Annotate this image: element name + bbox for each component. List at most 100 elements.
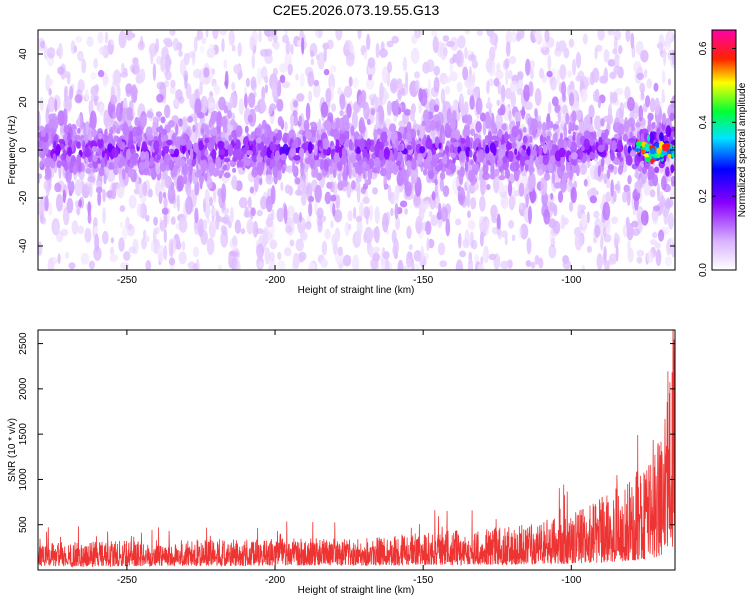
heatmap-cell bbox=[264, 129, 269, 139]
heatmap-cell bbox=[247, 114, 254, 123]
heatmap-cell bbox=[284, 121, 288, 132]
heatmap-cell bbox=[529, 125, 534, 131]
heatmap-cell bbox=[156, 93, 164, 103]
heatmap-cell bbox=[652, 231, 658, 239]
heatmap-cell bbox=[498, 148, 503, 161]
heatmap-cell bbox=[299, 211, 302, 223]
heatmap-cell bbox=[613, 65, 622, 74]
heatmap-cell bbox=[298, 147, 305, 159]
heatmap-cell bbox=[422, 168, 428, 176]
heatmap-cell bbox=[176, 194, 180, 212]
heatmap-cell bbox=[145, 126, 153, 138]
heatmap-cell bbox=[234, 219, 242, 234]
heatmap-cell bbox=[185, 195, 193, 215]
heatmap-cell bbox=[362, 196, 370, 204]
heatmap-cell bbox=[484, 219, 489, 236]
heatmap-cell bbox=[193, 68, 202, 79]
heatmap-cell bbox=[589, 151, 595, 159]
heatmap-cell bbox=[186, 158, 192, 166]
heatmap-cell bbox=[320, 101, 329, 118]
heatmap-cell bbox=[430, 214, 438, 227]
heatmap-cell bbox=[606, 114, 614, 125]
heatmap-cell bbox=[645, 95, 651, 108]
heatmap-cell bbox=[221, 116, 228, 128]
heatmap-cell bbox=[482, 172, 490, 181]
heatmap-cell bbox=[155, 161, 161, 175]
heatmap-cell bbox=[150, 239, 155, 253]
heatmap-cell bbox=[425, 220, 432, 235]
heatmap-cell bbox=[538, 257, 544, 269]
heatmap-cell bbox=[443, 76, 452, 84]
heatmap-cell bbox=[529, 166, 533, 176]
heatmap-cell bbox=[663, 48, 667, 66]
heatmap-cell bbox=[178, 217, 188, 233]
heatmap-cell bbox=[249, 186, 255, 194]
heatmap-cell bbox=[652, 174, 659, 187]
heatmap-cell bbox=[230, 119, 236, 126]
heatmap-cell bbox=[52, 153, 57, 162]
heatmap-cell bbox=[589, 71, 595, 86]
heatmap-cell bbox=[464, 30, 471, 35]
heatmap-cell bbox=[469, 231, 474, 249]
heatmap-cell bbox=[390, 77, 399, 93]
heatmap-cell bbox=[203, 198, 206, 213]
heatmap-cell bbox=[357, 30, 362, 40]
heatmap-cell bbox=[605, 138, 612, 144]
heatmap-cell bbox=[487, 116, 492, 129]
heatmap-cell bbox=[179, 138, 187, 146]
heatmap-cell bbox=[290, 43, 294, 56]
heatmap-cell bbox=[159, 158, 164, 165]
heatmap-cell bbox=[627, 96, 635, 112]
heatmap-cell bbox=[339, 93, 346, 110]
heatmap-cell bbox=[347, 210, 353, 222]
heatmap-cell bbox=[259, 48, 269, 57]
heatmap-cell bbox=[128, 223, 133, 231]
heatmap-cell bbox=[496, 213, 501, 230]
heatmap-cell bbox=[445, 218, 451, 237]
heatmap-cell bbox=[518, 226, 522, 239]
heatmap-cell bbox=[149, 156, 155, 167]
heatmap-cell bbox=[505, 41, 511, 57]
heatmap-cell bbox=[517, 71, 524, 80]
snr-y-axis-label: SNR (10 * v/v) bbox=[7, 418, 18, 482]
heatmap-cell bbox=[662, 112, 667, 125]
heatmap-cell bbox=[45, 107, 50, 126]
heatmap-cell bbox=[201, 37, 207, 45]
heatmap-y-tick-label: 20 bbox=[18, 96, 29, 108]
heatmap-cell bbox=[175, 123, 179, 137]
heatmap-cell bbox=[370, 257, 379, 270]
heatmap-cell bbox=[588, 104, 595, 120]
heatmap-cell bbox=[366, 77, 375, 90]
heatmap-cell bbox=[120, 262, 130, 270]
heatmap-cell bbox=[391, 35, 400, 44]
heatmap-cell bbox=[423, 200, 430, 210]
heatmap-cell bbox=[664, 209, 669, 216]
heatmap-cell bbox=[93, 95, 99, 106]
heatmap-cell bbox=[256, 137, 262, 144]
heatmap-cell bbox=[429, 210, 433, 218]
heatmap-cell bbox=[109, 254, 118, 262]
heatmap-cell bbox=[534, 254, 540, 265]
heatmap-cell bbox=[632, 228, 640, 237]
heatmap-cell bbox=[54, 182, 62, 193]
heatmap-cell bbox=[537, 154, 543, 164]
heatmap-cell bbox=[567, 139, 572, 149]
heatmap-cell bbox=[568, 121, 572, 132]
heatmap-cell bbox=[618, 45, 623, 54]
heatmap-cell bbox=[136, 125, 141, 137]
heatmap-cell bbox=[597, 98, 602, 109]
heatmap-cell bbox=[492, 175, 500, 194]
heatmap-cell bbox=[374, 206, 380, 224]
heatmap-cell bbox=[317, 219, 323, 233]
heatmap-cell bbox=[93, 57, 98, 69]
heatmap-cell bbox=[487, 96, 491, 110]
heatmap-cell bbox=[231, 264, 236, 270]
heatmap-cell bbox=[235, 125, 243, 137]
heatmap-cell bbox=[378, 149, 385, 161]
heatmap-cell bbox=[366, 138, 372, 151]
heatmap-cell bbox=[467, 82, 475, 95]
heatmap-cell bbox=[563, 139, 568, 150]
heatmap-cell bbox=[387, 184, 392, 202]
heatmap-cell bbox=[186, 140, 193, 151]
heatmap-cell bbox=[625, 154, 633, 166]
